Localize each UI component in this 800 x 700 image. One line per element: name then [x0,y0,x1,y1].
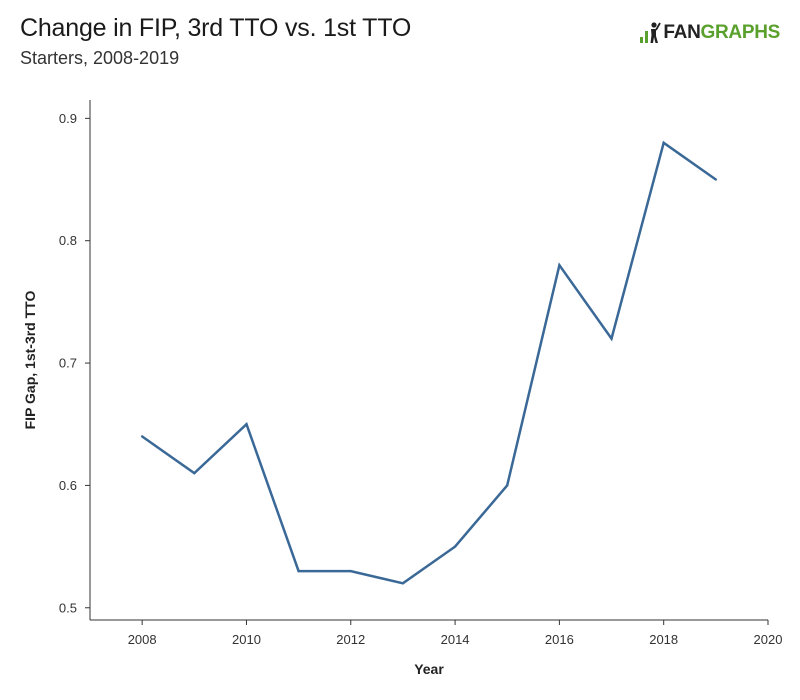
data-point [714,178,718,181]
logo-text-graphs: GRAPHS [700,22,781,43]
x-tick-label: 2012 [336,632,365,647]
x-tick-label: 2018 [649,632,678,647]
y-tick-label: 0.6 [59,478,77,493]
y-tick-label: 0.8 [59,233,77,248]
data-point [662,141,665,145]
y-tick-label: 0.5 [59,600,77,615]
chart-title: Change in FIP, 3rd TTO vs. 1st TTO [20,14,412,42]
x-tick-label: 2016 [545,632,574,647]
data-point [506,484,509,487]
data-point [193,471,196,475]
series-line [141,140,717,585]
fangraphs-batter-icon [640,22,662,43]
logo-text-fan: FAN [663,22,701,43]
x-axis-title: Year [414,661,444,677]
y-tick-label: 0.7 [59,356,77,371]
data-point [558,263,561,267]
data-point [245,423,248,426]
data-point [453,545,457,548]
x-tick-label: 2020 [754,632,783,647]
chart-subtitle: Starters, 2008-2019 [20,48,180,68]
x-tick-label: 2010 [232,632,261,647]
data-point [610,337,613,340]
fangraphs-logo: FAN GRAPHS [639,20,780,46]
x-tick-label: 2008 [128,632,157,647]
data-point [401,582,405,585]
x-axis-ticks: 2008 2010 2012 2014 2016 2018 2020 [128,620,783,647]
y-tick-label: 0.9 [59,111,77,126]
y-axis-title: FIP Gap, 1st-3rd TTO [22,291,38,430]
data-point [140,435,144,438]
x-tick-label: 2014 [441,632,470,647]
data-point [349,569,352,573]
series-layer [140,140,718,585]
y-axis-ticks: 0.5 0.6 0.7 0.8 0.9 [59,111,90,615]
data-point [297,569,300,573]
